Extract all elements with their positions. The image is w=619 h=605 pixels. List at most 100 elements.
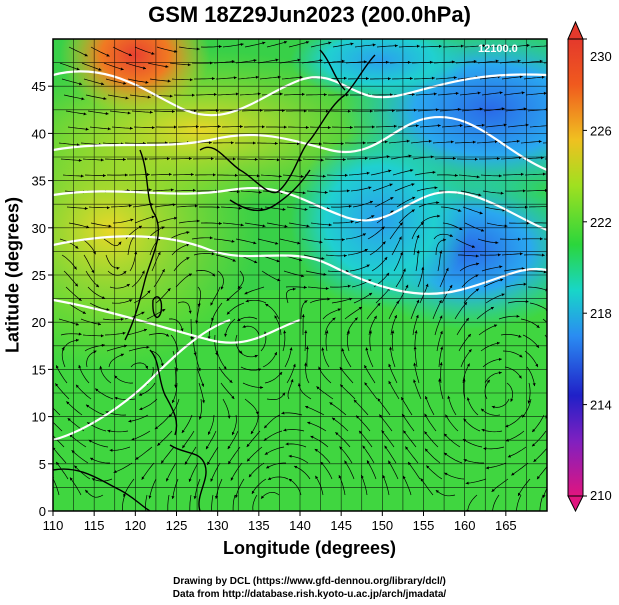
streamline bbox=[325, 330, 328, 352]
streamline-arrow bbox=[214, 495, 218, 499]
streamline-arrow bbox=[337, 308, 341, 312]
streamline bbox=[364, 382, 378, 400]
y-axis-ticks: 0 5 10 15 20 25 30 35 40 45 bbox=[32, 79, 53, 519]
streamline-arrow bbox=[385, 60, 389, 64]
streamline bbox=[63, 94, 85, 100]
streamline bbox=[360, 474, 368, 496]
streamline-arrow bbox=[254, 354, 258, 358]
streamline-arrow bbox=[494, 140, 498, 144]
streamline bbox=[435, 489, 456, 497]
streamline-arrow bbox=[230, 477, 234, 481]
streamline bbox=[139, 398, 158, 410]
streamline bbox=[435, 77, 457, 80]
streamline-arrow bbox=[144, 157, 148, 161]
streamline-arrow bbox=[305, 346, 309, 350]
streamline bbox=[199, 398, 202, 420]
streamline-arrow bbox=[146, 173, 150, 177]
streamline bbox=[348, 172, 370, 176]
streamline-arrow bbox=[329, 402, 333, 406]
streamline bbox=[333, 221, 354, 224]
streamline bbox=[467, 494, 478, 511]
streamline-arrow bbox=[320, 461, 324, 465]
streamline bbox=[285, 443, 307, 448]
streamline-arrow bbox=[444, 452, 448, 456]
streamline-arrow bbox=[414, 330, 418, 334]
streamline bbox=[238, 350, 258, 358]
streamline-arrow bbox=[466, 397, 470, 401]
streamline-arrow bbox=[398, 236, 402, 240]
streamline-arrow bbox=[500, 191, 504, 195]
streamline-arrow bbox=[232, 157, 236, 161]
streamline bbox=[306, 190, 328, 193]
streamline-arrow bbox=[231, 59, 235, 64]
streamline-arrow bbox=[368, 279, 372, 283]
streamline bbox=[235, 238, 257, 244]
streamline-arrow bbox=[493, 324, 498, 328]
streamline-arrow bbox=[252, 512, 255, 515]
y-tick-label: 20 bbox=[32, 315, 46, 330]
streamline-arrow bbox=[145, 80, 149, 84]
streamline-arrow bbox=[424, 396, 428, 400]
streamline-arrow bbox=[413, 346, 417, 350]
streamline-arrow bbox=[303, 109, 307, 113]
streamline-arrow bbox=[275, 58, 279, 62]
streamline-arrow bbox=[304, 207, 308, 211]
streamline-arrow bbox=[157, 251, 161, 256]
streamline-arrow bbox=[74, 283, 78, 287]
y-tick-label: 0 bbox=[39, 504, 46, 519]
streamline-arrow bbox=[457, 107, 461, 111]
streamline bbox=[305, 362, 310, 384]
streamline-arrow bbox=[202, 400, 206, 404]
streamline-arrow bbox=[391, 330, 395, 334]
streamline bbox=[324, 158, 346, 160]
streamline bbox=[200, 45, 222, 48]
streamline-arrow bbox=[343, 76, 347, 80]
streamline-arrow bbox=[436, 201, 440, 205]
streamline-arrow bbox=[223, 366, 227, 370]
streamline-arrow bbox=[542, 172, 546, 176]
streamline-arrow bbox=[563, 256, 566, 259]
streamline-arrow bbox=[464, 302, 468, 306]
streamline-arrow bbox=[371, 215, 375, 219]
streamline bbox=[286, 206, 308, 211]
streamline bbox=[415, 93, 437, 96]
streamline bbox=[398, 45, 420, 48]
streamline bbox=[55, 383, 70, 400]
streamline-arrow bbox=[475, 254, 479, 258]
streamline bbox=[281, 412, 303, 416]
streamline bbox=[479, 76, 501, 80]
streamline-arrow bbox=[217, 124, 221, 129]
streamline-arrow bbox=[459, 227, 463, 230]
streamline-arrow bbox=[343, 254, 347, 258]
streamline bbox=[389, 346, 396, 368]
streamline bbox=[152, 189, 174, 192]
streamline bbox=[133, 126, 155, 129]
streamline-arrow bbox=[382, 475, 386, 479]
streamline bbox=[529, 125, 547, 128]
streamline-arrow bbox=[517, 237, 521, 241]
streamline-arrow bbox=[274, 352, 277, 356]
streamline-arrow bbox=[166, 157, 170, 161]
colorbar-tick-label: 226 bbox=[590, 123, 612, 138]
streamline-arrow bbox=[306, 224, 310, 228]
streamline bbox=[304, 330, 307, 352]
streamline bbox=[545, 254, 547, 256]
streamline-arrow bbox=[325, 109, 329, 113]
streamline bbox=[283, 93, 305, 96]
streamline-arrow bbox=[141, 311, 145, 315]
streamline-arrow bbox=[388, 380, 392, 385]
streamline-arrow bbox=[485, 466, 489, 470]
streamline-arrow bbox=[160, 363, 164, 367]
streamline-arrow bbox=[301, 314, 305, 318]
streamline bbox=[436, 174, 458, 176]
streamline-arrow bbox=[90, 457, 94, 461]
streamline bbox=[505, 414, 523, 428]
streamline bbox=[463, 459, 484, 464]
streamline-arrow bbox=[390, 197, 394, 200]
streamline-arrow bbox=[260, 385, 264, 390]
streamline bbox=[131, 270, 145, 288]
streamline bbox=[214, 334, 218, 356]
streamline-arrow bbox=[377, 398, 381, 402]
streamline-arrow bbox=[169, 94, 173, 98]
streamline bbox=[366, 302, 381, 320]
